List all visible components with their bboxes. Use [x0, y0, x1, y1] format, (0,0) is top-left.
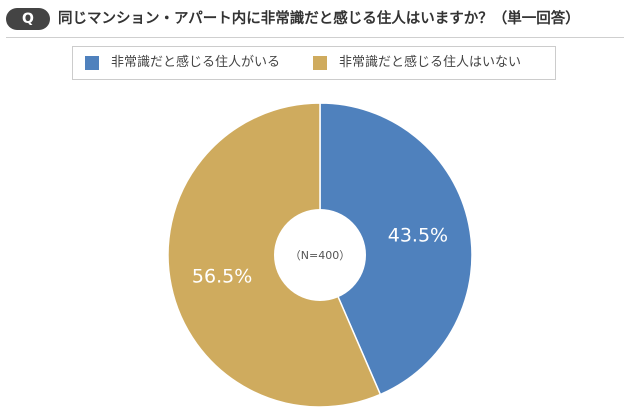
- slice-present: [319, 102, 473, 396]
- donut-hole: [274, 209, 366, 301]
- legend-label-absent: 非常識だと感じる住人はいない: [339, 55, 522, 70]
- legend-swatch-present: [85, 56, 99, 70]
- legend-swatch-absent: [313, 56, 327, 70]
- chart-legend: 非常識だと感じる住人がいる 非常識だと感じる住人はいない: [72, 46, 556, 80]
- title-divider: [6, 37, 624, 38]
- question-header: Q 同じマンション・アパート内に非常識だと感じる住人はいますか？（単一回答）: [6, 6, 626, 32]
- sample-size-label: （N=400）: [290, 249, 350, 262]
- question-text: 同じマンション・アパート内に非常識だと感じる住人はいますか？（単一回答）: [58, 11, 580, 27]
- question-badge: Q: [6, 8, 50, 30]
- slice-absent-label: 56.5%: [192, 265, 252, 287]
- legend-label-present: 非常識だと感じる住人がいる: [111, 55, 281, 70]
- slice-present-label: 43.5%: [388, 225, 448, 247]
